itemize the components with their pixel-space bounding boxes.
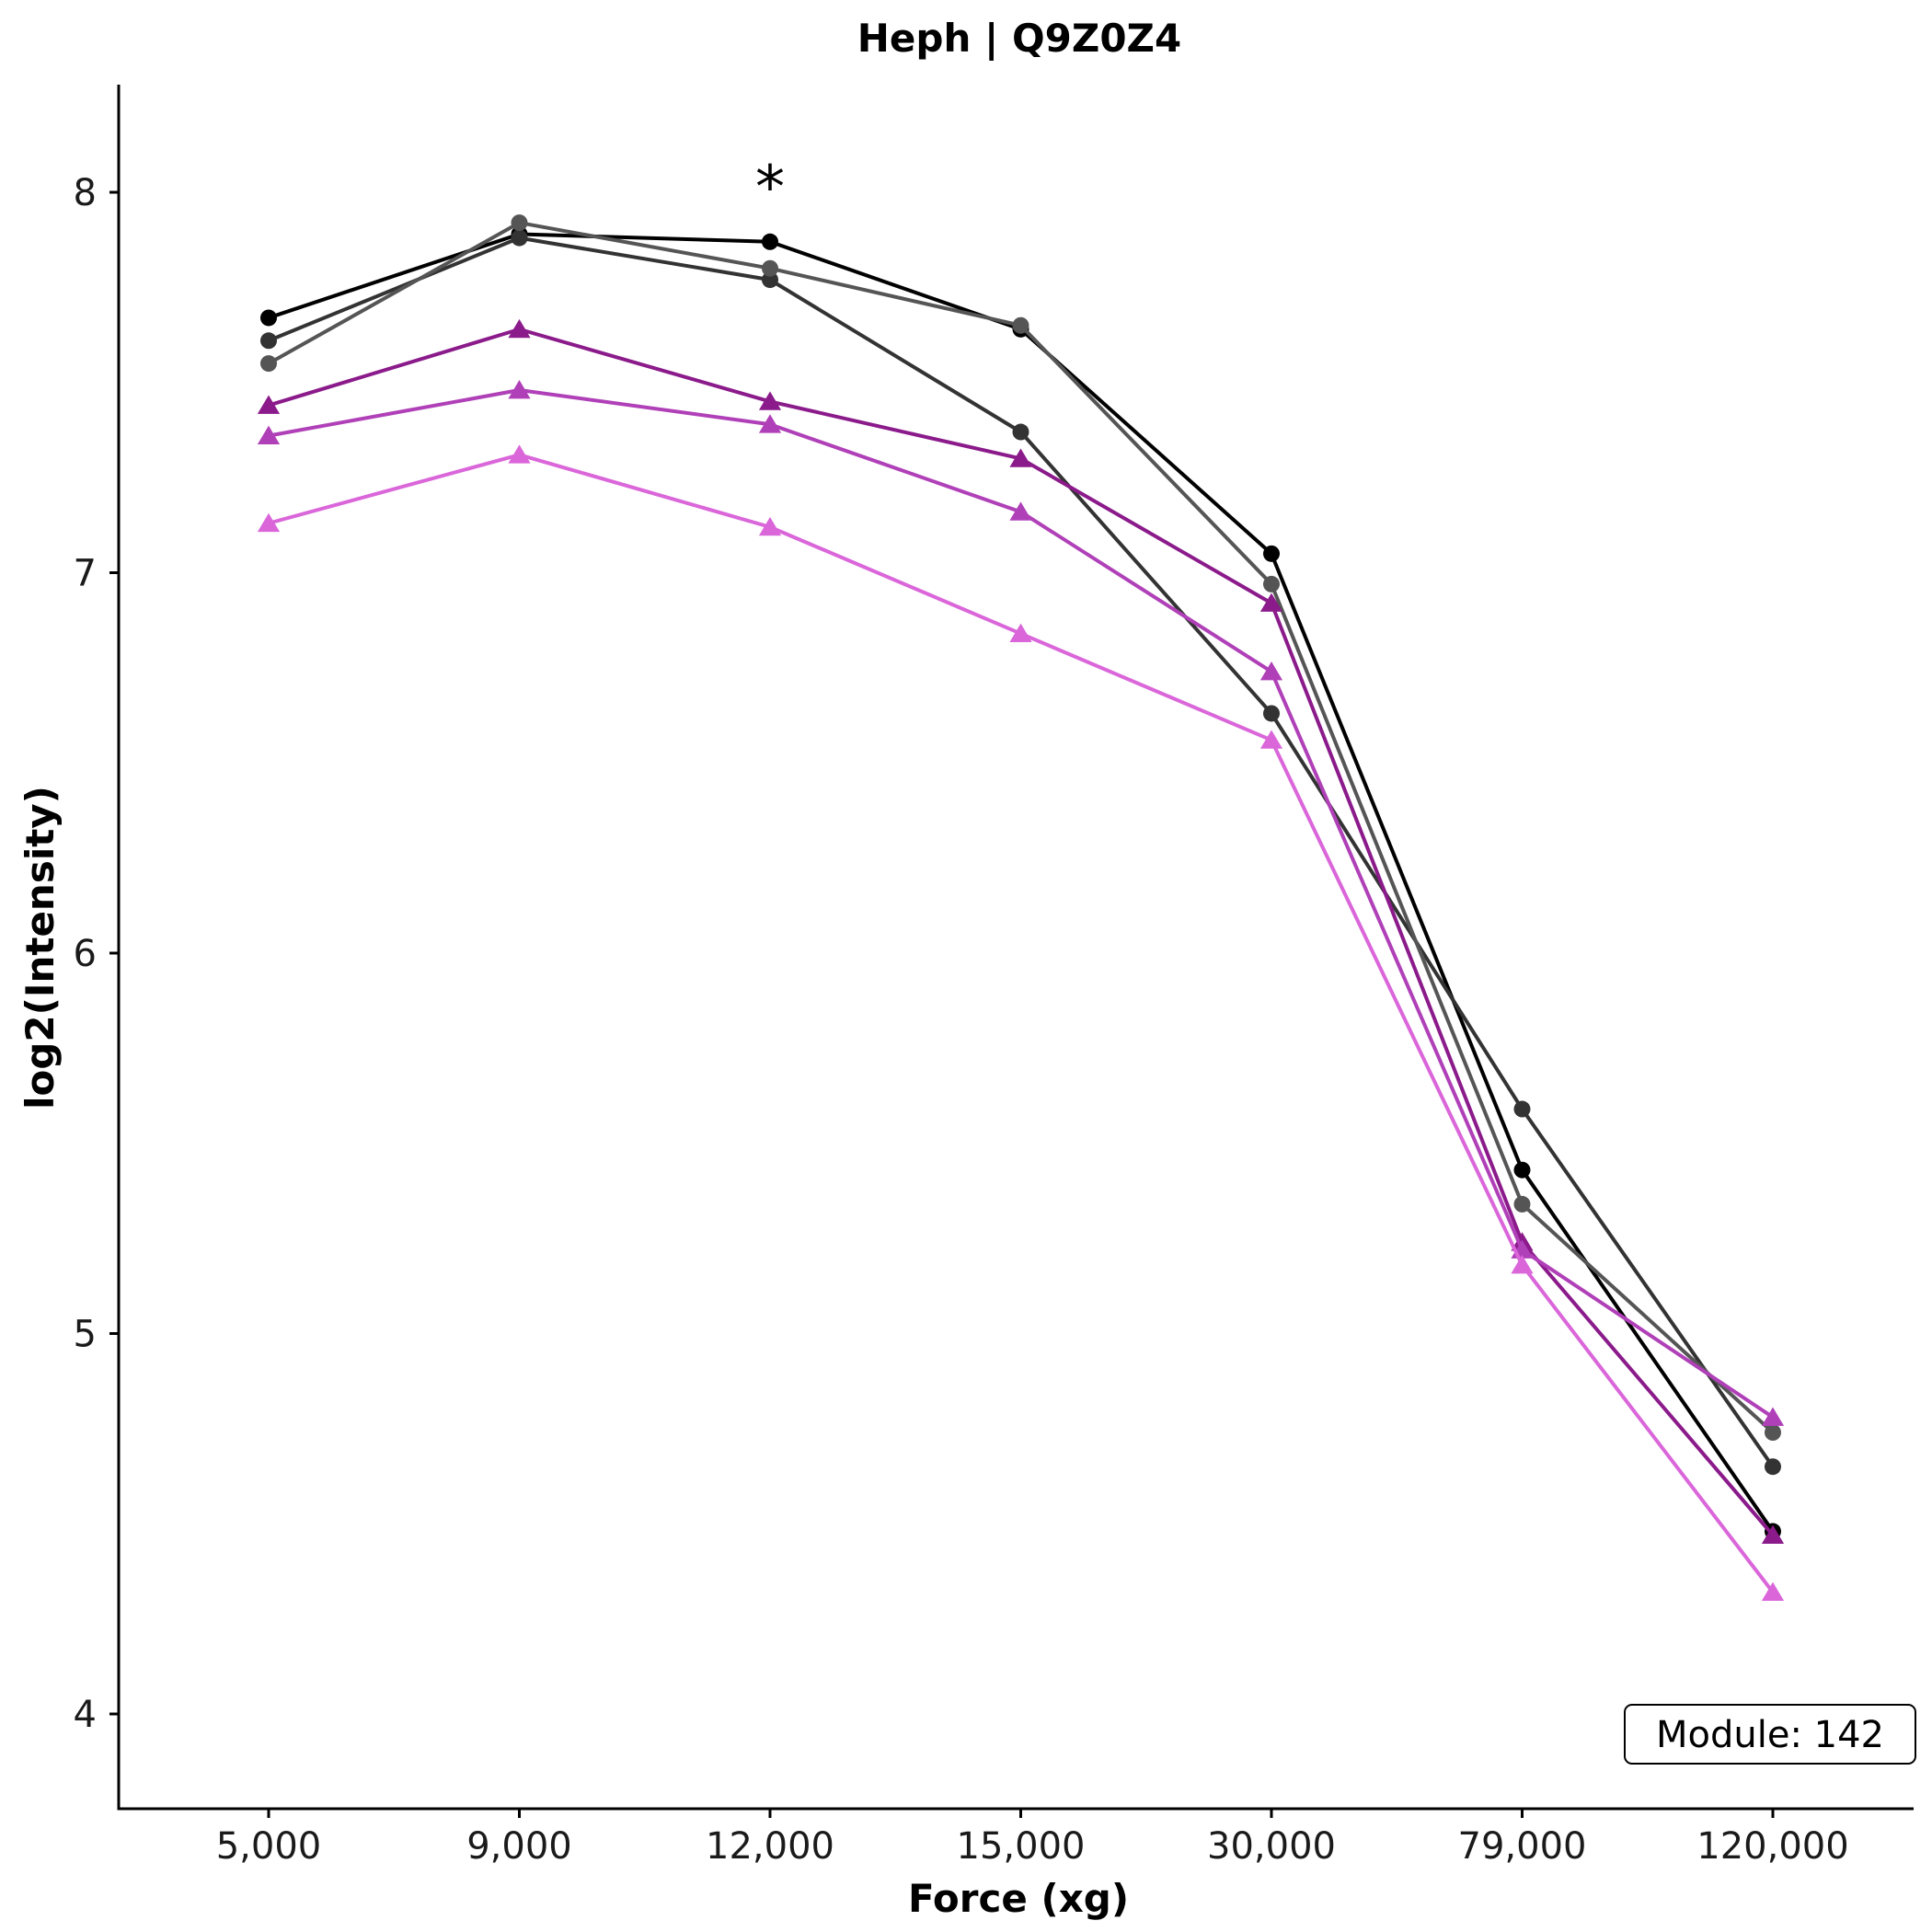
data-point: [1513, 1161, 1531, 1179]
x-ticks: 5,000 9,000 12,000 15,000 30,000 79,000 120,00…: [216, 1809, 1849, 1868]
series-layer: [257, 214, 1785, 1602]
series-3: [260, 214, 1781, 1442]
x-tick-label: 9,000: [466, 1825, 572, 1868]
data-point: [1009, 501, 1032, 521]
data-point: [762, 259, 778, 277]
data-point: [1513, 1195, 1531, 1213]
data-point: [1761, 1524, 1785, 1545]
y-tick-label: 7: [74, 553, 97, 595]
data-point: [511, 214, 528, 232]
data-point: [257, 512, 281, 533]
series-2: [260, 229, 1781, 1476]
data-point: [508, 380, 531, 399]
data-point: [1009, 623, 1032, 643]
data-point: [1511, 1255, 1534, 1274]
data-point: [758, 391, 782, 410]
module-label-frame: [1624, 1704, 1916, 1765]
data-point: [508, 318, 531, 339]
x-tick-label: 30,000: [1207, 1825, 1336, 1868]
series-line: [268, 221, 1775, 1434]
data-point: [1259, 661, 1283, 681]
data-point: [1263, 545, 1280, 562]
data-point: [260, 332, 277, 350]
data-point: [1012, 316, 1029, 334]
data-point: [1765, 1458, 1781, 1476]
y-tick-label: 4: [74, 1694, 97, 1736]
data-point: [1259, 730, 1283, 749]
data-point: [1513, 1100, 1531, 1118]
data-point: [508, 444, 531, 464]
data-point: [758, 414, 782, 433]
series-1: [260, 225, 1781, 1540]
data-point: [260, 309, 277, 327]
series-6: [257, 444, 1785, 1602]
data-point: [511, 229, 528, 247]
x-axis-title: Force (xg): [908, 1876, 1129, 1921]
data-point: [1765, 1424, 1781, 1442]
data-point: [257, 425, 281, 444]
data-point: [762, 233, 778, 250]
data-point: [762, 271, 778, 289]
data-point: [257, 395, 281, 414]
data-point: [758, 516, 782, 536]
series-line: [268, 236, 1775, 1468]
x-tick-label: 12,000: [706, 1825, 834, 1868]
data-point: [1259, 592, 1283, 612]
data-point: [260, 355, 277, 373]
series-line: [268, 388, 1775, 1420]
data-point: [1761, 1581, 1785, 1602]
x-tick-label: 79,000: [1458, 1825, 1587, 1868]
y-tick-label: 5: [74, 1314, 97, 1356]
y-tick-label: 8: [74, 172, 97, 214]
x-tick-label: 120,000: [1696, 1825, 1848, 1868]
y-axis-title: log2(Intensity): [17, 786, 63, 1110]
series-5: [257, 380, 1785, 1426]
data-point: [1263, 705, 1280, 722]
y-ticks: 4 5 6 7 8: [74, 172, 119, 1736]
data-point: [1263, 575, 1280, 592]
module-label-box: Module: 142: [1624, 1704, 1916, 1765]
chart-title: Heph | Q9Z0Z4: [857, 16, 1181, 61]
data-point: [1012, 423, 1029, 441]
data-point: [1761, 1407, 1785, 1426]
x-tick-label: 5,000: [216, 1825, 322, 1868]
data-point: [1009, 448, 1032, 467]
significance-asterisk: *: [755, 155, 785, 223]
module-label: Module: 142: [1656, 1714, 1884, 1756]
y-tick-label: 6: [74, 933, 97, 975]
x-tick-label: 15,000: [957, 1825, 1086, 1868]
axes: [117, 85, 1914, 1811]
